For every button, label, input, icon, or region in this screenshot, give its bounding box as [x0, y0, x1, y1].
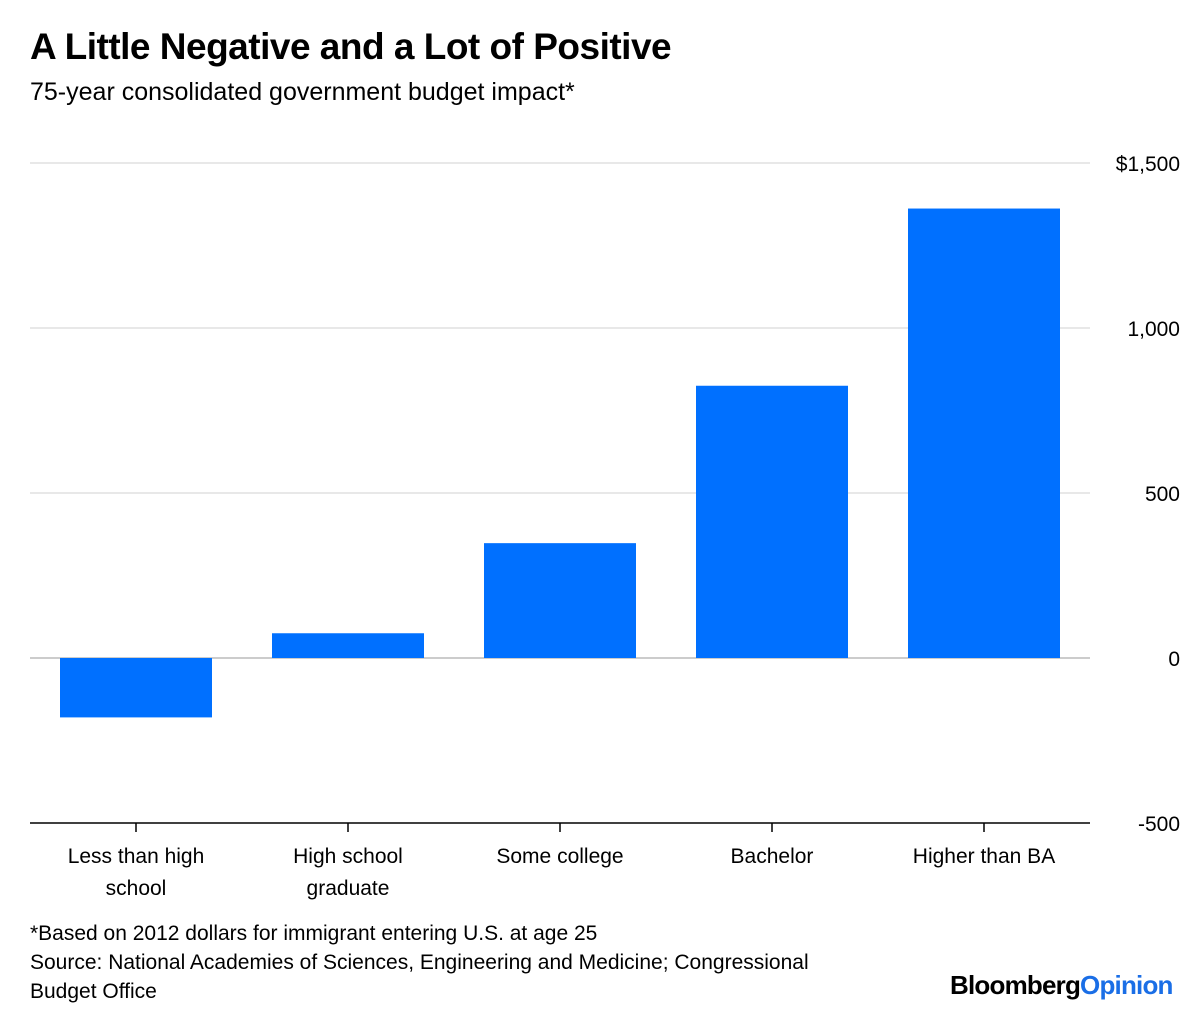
- bar: [908, 208, 1060, 659]
- bar: [696, 385, 848, 658]
- footnote-source-line-1: Source: National Academies of Sciences, …: [30, 951, 809, 974]
- y-tick-label: 0: [1168, 648, 1180, 671]
- logo-brand: Bloomberg: [950, 970, 1081, 1000]
- y-tick-label: 500: [1145, 483, 1180, 506]
- y-tick-label: $1,500: [1116, 153, 1180, 176]
- bar: [272, 633, 424, 658]
- x-tick-label: High school: [293, 845, 403, 868]
- bar: [484, 543, 636, 658]
- y-tick-label: 1,000: [1127, 318, 1180, 341]
- x-tick-label: Less than high: [68, 845, 205, 868]
- x-tick-label: Some college: [496, 845, 623, 868]
- bar: [60, 658, 212, 718]
- logo-opinion: Opinion: [1080, 970, 1173, 1000]
- footnote-source-line-2: Budget Office: [30, 980, 157, 1003]
- footnote-note: *Based on 2012 dollars for immigrant ent…: [30, 922, 598, 945]
- x-tick-label: Higher than BA: [913, 845, 1055, 868]
- chart-title: A Little Negative and a Lot of Positive: [30, 26, 672, 67]
- y-tick-label: -500: [1138, 813, 1180, 836]
- x-tick-label: school: [106, 877, 167, 900]
- x-tick-label: graduate: [307, 877, 390, 900]
- bar-chart: -500 0 500 1,000 $1,500 Less than high school H…: [30, 153, 1180, 900]
- bloomberg-opinion-logo: BloombergOpinion: [950, 970, 1173, 1001]
- chart-footnote: *Based on 2012 dollars for immigrant ent…: [30, 919, 930, 1006]
- x-tick-label: Bachelor: [731, 845, 814, 868]
- chart-subtitle: 75-year consolidated government budget i…: [30, 78, 575, 106]
